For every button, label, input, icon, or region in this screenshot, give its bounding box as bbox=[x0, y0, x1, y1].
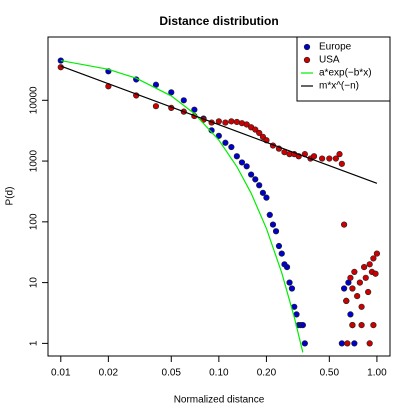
point bbox=[362, 274, 369, 281]
point bbox=[351, 340, 358, 347]
x-tick-label: 1.00 bbox=[367, 368, 387, 379]
point bbox=[243, 163, 250, 170]
point bbox=[356, 279, 363, 286]
point bbox=[336, 151, 343, 158]
point bbox=[338, 160, 345, 167]
point bbox=[370, 255, 377, 262]
point bbox=[338, 340, 345, 347]
y-tick-label: 100 bbox=[29, 213, 40, 230]
point bbox=[354, 292, 361, 300]
point bbox=[272, 228, 280, 235]
point bbox=[243, 121, 250, 128]
chart-title: Distance distribution bbox=[159, 14, 278, 28]
x-tick-label: 0.10 bbox=[209, 368, 229, 379]
point bbox=[248, 171, 255, 178]
legend-label: USA bbox=[319, 55, 340, 66]
point bbox=[310, 153, 318, 160]
point bbox=[152, 103, 160, 110]
x-tick-label: 0.20 bbox=[257, 368, 277, 379]
point bbox=[238, 159, 246, 166]
point bbox=[256, 182, 263, 189]
point bbox=[180, 97, 187, 104]
point bbox=[347, 311, 354, 318]
legend-label: m*x^(−n) bbox=[319, 81, 359, 92]
point bbox=[347, 274, 354, 281]
point bbox=[344, 340, 351, 347]
point bbox=[326, 155, 333, 162]
point bbox=[191, 106, 198, 113]
y-tick-label: 10000 bbox=[29, 86, 40, 114]
point bbox=[252, 126, 259, 133]
point bbox=[286, 279, 293, 286]
y-axis-label: P(d) bbox=[5, 187, 16, 206]
point bbox=[269, 221, 277, 228]
point bbox=[233, 118, 240, 126]
legend-box bbox=[296, 36, 391, 102]
point bbox=[263, 194, 270, 201]
y-tick-label: 1000 bbox=[29, 150, 40, 173]
legend: Europe USA a*exp(−b*x) m*x^(−n) bbox=[296, 36, 391, 102]
point bbox=[168, 89, 175, 96]
point bbox=[222, 119, 229, 126]
point bbox=[228, 118, 235, 125]
point bbox=[233, 153, 240, 160]
x-tick-label: 0.01 bbox=[51, 368, 71, 379]
point bbox=[343, 297, 350, 305]
point bbox=[358, 321, 365, 329]
y-tick-label: 10 bbox=[29, 277, 40, 289]
point bbox=[252, 176, 259, 183]
point bbox=[366, 261, 373, 268]
point bbox=[299, 321, 306, 329]
legend-swatch bbox=[303, 43, 311, 51]
point bbox=[351, 268, 358, 276]
point bbox=[365, 288, 372, 296]
point bbox=[301, 340, 308, 347]
point bbox=[373, 250, 381, 257]
legend-label: a*exp(−b*x) bbox=[319, 68, 372, 79]
point bbox=[283, 263, 291, 271]
point bbox=[259, 189, 267, 196]
point bbox=[358, 303, 365, 310]
x-tick-label: 0.05 bbox=[162, 368, 182, 379]
point bbox=[349, 285, 356, 292]
point bbox=[228, 143, 235, 151]
y-tick-label: 1 bbox=[29, 340, 40, 346]
fit-line bbox=[60, 65, 378, 184]
point bbox=[288, 285, 296, 292]
point bbox=[340, 285, 348, 292]
point bbox=[222, 139, 229, 146]
point bbox=[278, 250, 285, 257]
point bbox=[372, 270, 379, 277]
fit-line bbox=[60, 60, 304, 353]
x-tick-label: 0.02 bbox=[99, 368, 119, 379]
point bbox=[275, 242, 283, 250]
point bbox=[332, 155, 339, 162]
x-axis-label: Normalized distance bbox=[174, 395, 265, 406]
plot-area bbox=[57, 57, 381, 353]
x-tick-label: 0.50 bbox=[320, 368, 340, 379]
point bbox=[361, 263, 368, 271]
point bbox=[340, 221, 348, 228]
point bbox=[266, 211, 273, 219]
point bbox=[366, 340, 373, 347]
point bbox=[349, 321, 356, 329]
point bbox=[370, 321, 377, 329]
legend-label: Europe bbox=[319, 42, 352, 53]
legend-swatch bbox=[303, 56, 311, 64]
point bbox=[256, 129, 263, 137]
point bbox=[215, 132, 222, 139]
point bbox=[319, 155, 326, 162]
